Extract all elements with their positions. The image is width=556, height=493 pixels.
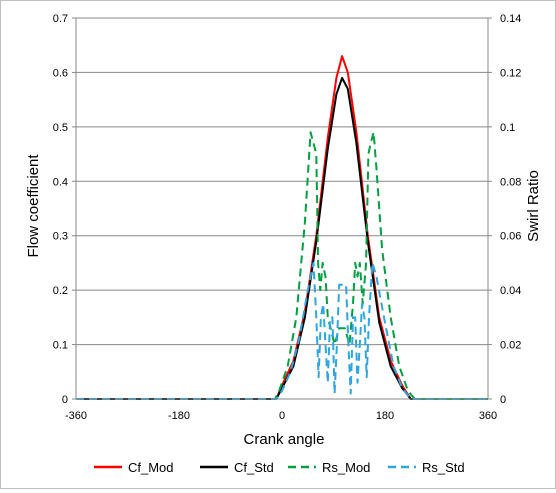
y-right-tick-label-5: 0.1: [500, 122, 515, 134]
x-tick-label-1: -180: [168, 410, 190, 422]
x-tick-label-2: 0: [279, 410, 285, 422]
axes: [72, 17, 492, 400]
series-line-rs-std: [76, 261, 488, 400]
y-left-tick-label-3: 0.3: [53, 231, 68, 243]
tick-labels: -360 -180 0 180 36000.10.20.30.40.50.60.700.…: [53, 13, 522, 422]
legend-label-rs-mod: Rs_Mod: [322, 460, 370, 475]
y-left-tick-label-5: 0.5: [53, 122, 68, 134]
x-tick-label-4: 360: [479, 410, 497, 422]
y-left-tick-label-7: 0.7: [53, 13, 68, 25]
legend-label-cf-std: Cf_Std: [234, 460, 274, 475]
y-right-tick-label-0: 0: [500, 394, 506, 406]
y-right-tick-label-3: 0.06: [500, 231, 521, 243]
y-left-tick-label-0: 0: [62, 394, 68, 406]
legend: Cf_Mod Cf_Std Rs_Mod Rs_Std: [94, 460, 465, 475]
y-right-tick-label-4: 0.08: [500, 176, 521, 188]
y-left-tick-label-2: 0.2: [53, 285, 68, 297]
y-right-tick-label-2: 0.04: [500, 285, 521, 297]
y-right-tick-label-7: 0.14: [500, 13, 521, 25]
y-left-tick-label-6: 0.6: [53, 67, 68, 79]
x-tick-label-0: -360: [65, 410, 87, 422]
series-line-cf-mod: [76, 55, 488, 400]
y-axis-left-title: Flow coefficient: [25, 154, 42, 258]
legend-label-rs-std: Rs_Std: [422, 460, 465, 475]
x-tick-label-3: 180: [376, 410, 394, 422]
series-lines: [76, 55, 488, 400]
gridlines: [76, 17, 488, 400]
series-line-rs-mod: [76, 131, 488, 400]
y-left-tick-label-1: 0.1: [53, 340, 68, 352]
y-right-tick-label-1: 0.02: [500, 340, 521, 352]
y-axis-right-title: Swirl Ratio: [525, 170, 542, 242]
series-line-cf-std: [76, 76, 488, 400]
y-right-tick-label-6: 0.12: [500, 67, 521, 79]
x-axis-title: Crank angle: [244, 431, 325, 448]
legend-label-cf-mod: Cf_Mod: [128, 460, 174, 475]
y-left-tick-label-4: 0.4: [53, 176, 68, 188]
